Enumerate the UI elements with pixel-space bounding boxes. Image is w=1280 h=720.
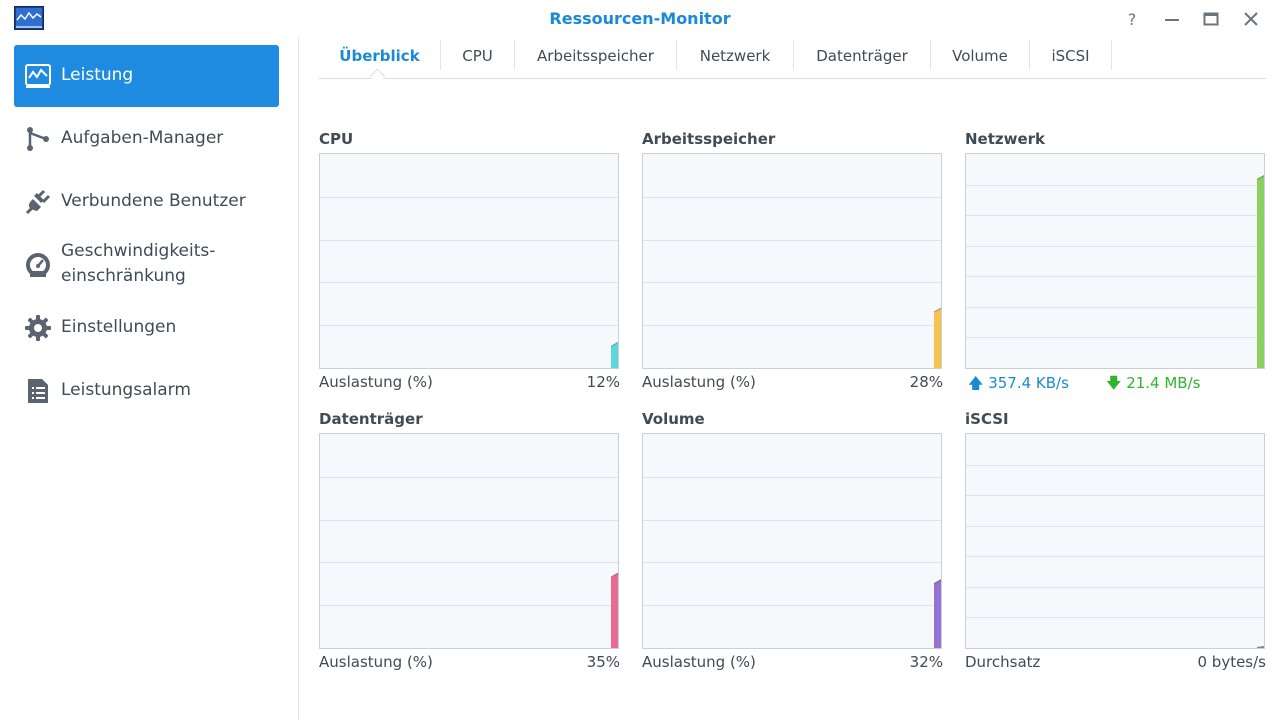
tab-divider <box>676 40 677 70</box>
graph-usage-edge <box>1256 174 1264 180</box>
graph-canvas <box>643 197 941 368</box>
tab-divider <box>793 40 794 70</box>
tab-iscsi[interactable]: iSCSI <box>1051 47 1090 65</box>
maximize-icon[interactable] <box>1201 9 1221 29</box>
disk-usage-value: 35% <box>586 653 620 671</box>
graph-usage-area <box>1257 175 1264 368</box>
volume-panel-title: Volume <box>642 410 705 428</box>
minimize-icon[interactable] <box>1162 9 1182 29</box>
graph-usage-area <box>611 342 618 368</box>
memory-graph[interactable] <box>642 153 942 369</box>
tab-ueberblick[interactable]: Überblick <box>339 47 420 65</box>
graph-canvas <box>966 174 1264 368</box>
sidebar-item-label: Leistungsalarm <box>61 380 191 400</box>
disk-graph[interactable] <box>319 433 619 649</box>
disk-footer-label: Auslastung (%) <box>319 653 433 671</box>
sidebar-item-verbundene-benutzer[interactable]: Verbundene Benutzer <box>14 171 279 233</box>
performance-chart-icon <box>25 64 51 88</box>
cpu-usage-value: 12% <box>586 373 620 391</box>
graph-usage-area <box>1257 646 1264 648</box>
sidebar-item-label: Einstellungen <box>61 317 177 337</box>
network-download: 🡇 21.4 MB/s <box>1106 373 1200 398</box>
graph-canvas <box>643 477 941 648</box>
sidebar-item-leistung[interactable]: Leistung <box>14 45 279 107</box>
disk-panel-title: Datenträger <box>319 410 423 428</box>
iscsi-footer-label: Durchsatz <box>965 653 1041 671</box>
svg-text:?: ? <box>1128 10 1137 29</box>
graph-usage-area <box>934 308 941 368</box>
tab-volume[interactable]: Volume <box>952 47 1008 65</box>
tab-divider <box>930 40 931 70</box>
network-upload: 🡅 357.4 KB/s <box>968 373 1069 398</box>
tab-divider <box>1111 40 1112 70</box>
graph-usage-edge <box>610 341 618 347</box>
graph-canvas <box>966 465 1264 648</box>
sidebar-item-label: Leistung <box>61 65 134 85</box>
graph-usage-area <box>934 579 941 648</box>
volume-usage-value: 32% <box>909 653 943 671</box>
volume-graph[interactable] <box>642 433 942 649</box>
active-tab-pointer <box>369 68 386 85</box>
iscsi-panel-title: iSCSI <box>965 410 1009 428</box>
graph-usage-area <box>611 573 618 648</box>
tab-netzwerk[interactable]: Netzwerk <box>699 47 771 65</box>
list-document-icon <box>28 379 48 403</box>
tab-divider <box>514 40 515 70</box>
graph-usage-edge <box>610 572 618 578</box>
sidebar-item-aufgaben-manager[interactable]: Aufgaben-Manager <box>14 108 279 170</box>
window-title: Ressourcen-Monitor <box>549 9 731 28</box>
arrow-down-icon: 🡇 <box>1106 374 1122 392</box>
tab-datentraeger[interactable]: Datenträger <box>816 47 908 65</box>
arrow-up-icon: 🡅 <box>968 374 984 392</box>
graph-canvas <box>320 197 618 368</box>
upload-rate: 357.4 KB/s <box>988 374 1069 392</box>
cpu-panel-title: CPU <box>319 130 354 148</box>
tab-divider <box>1029 40 1030 70</box>
memory-footer-label: Auslastung (%) <box>642 373 756 391</box>
sidebar-item-label: Aufgaben-Manager <box>61 128 224 148</box>
resource-monitor-app-icon <box>14 6 44 30</box>
title-bar: Ressourcen-Monitor ? <box>0 0 1280 38</box>
plug-icon <box>25 189 51 215</box>
cpu-footer-label: Auslastung (%) <box>319 373 433 391</box>
tab-bar: Überblick CPU Arbeitsspeicher Netzwerk D… <box>319 38 1266 85</box>
sidebar-item-geschwindigkeitseinschraenkung[interactable]: Geschwindigkeits-einschränkung <box>14 234 279 296</box>
speedometer-icon <box>26 253 50 277</box>
tab-cpu[interactable]: CPU <box>462 47 493 65</box>
memory-panel-title: Arbeitsspeicher <box>642 130 776 148</box>
tab-divider <box>440 40 441 70</box>
iscsi-graph[interactable] <box>965 433 1265 649</box>
iscsi-throughput-value: 0 bytes/s <box>1197 653 1266 671</box>
network-graph[interactable] <box>965 153 1265 369</box>
gear-icon <box>25 315 51 341</box>
sidebar-item-einstellungen[interactable]: Einstellungen <box>14 297 279 359</box>
sidebar-item-label: Verbundene Benutzer <box>61 191 246 211</box>
tab-arbeitsspeicher[interactable]: Arbeitsspeicher <box>537 47 654 65</box>
graph-canvas <box>320 477 618 648</box>
graph-usage-edge <box>933 307 941 313</box>
sidebar-item-leistungsalarm[interactable]: Leistungsalarm <box>14 360 279 422</box>
graph-usage-edge <box>933 579 941 584</box>
help-icon[interactable]: ? <box>1122 9 1142 29</box>
sidebar-item-label: Geschwindigkeits-einschränkung <box>61 241 216 286</box>
cpu-graph[interactable] <box>319 153 619 369</box>
close-icon[interactable] <box>1241 9 1261 29</box>
volume-footer-label: Auslastung (%) <box>642 653 756 671</box>
task-manager-icon <box>27 127 49 151</box>
download-rate: 21.4 MB/s <box>1126 374 1201 392</box>
network-panel-title: Netzwerk <box>965 130 1046 148</box>
sidebar: Leistung Aufgaben-Manager Verbundene Ben… <box>0 38 299 720</box>
memory-usage-value: 28% <box>909 373 943 391</box>
